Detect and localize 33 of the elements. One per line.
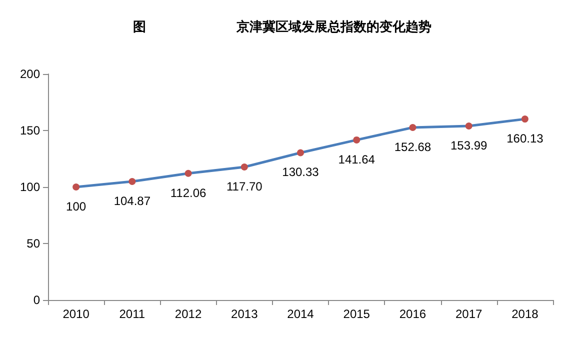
y-tick-label: 50: [26, 236, 40, 250]
x-tick-label: 2017: [455, 307, 483, 321]
point: [521, 116, 528, 123]
y-tick-label: 200: [20, 67, 40, 81]
y-tick-label: 0: [33, 293, 40, 307]
x-tick-label: 2014: [287, 307, 314, 321]
data-label: 117.70: [226, 180, 263, 194]
data-label: 153.99: [450, 138, 488, 152]
x-tick-label: 2011: [119, 307, 146, 321]
point: [72, 184, 80, 190]
data-label: 160.13: [506, 132, 544, 146]
data-label: 152.68: [394, 140, 432, 154]
x-tick-label: 2012: [174, 307, 202, 321]
point: [297, 149, 304, 156]
data-label: 112.06: [170, 186, 207, 200]
x-tick-label: 2015: [343, 307, 370, 321]
point: [353, 136, 360, 144]
point: [128, 178, 136, 185]
x-tick-label: 2016: [399, 307, 426, 321]
data-label: 141.64: [338, 152, 376, 166]
y-tick-label: 150: [20, 124, 40, 138]
data-label: 130.33: [282, 165, 320, 180]
point: [240, 164, 248, 170]
point: [184, 170, 192, 177]
data-label: 100: [66, 200, 86, 214]
data-label: 104.87: [114, 194, 151, 208]
point: [409, 124, 416, 131]
chart-title: 图 京津冀区域发展总指数的变化趋势: [133, 19, 432, 35]
x-tick-label: 2018: [512, 307, 539, 321]
point: [465, 122, 472, 130]
x-tick-label: 2013: [231, 307, 258, 321]
y-tick-label: 100: [20, 180, 40, 194]
x-tick-label: 2010: [62, 307, 90, 321]
